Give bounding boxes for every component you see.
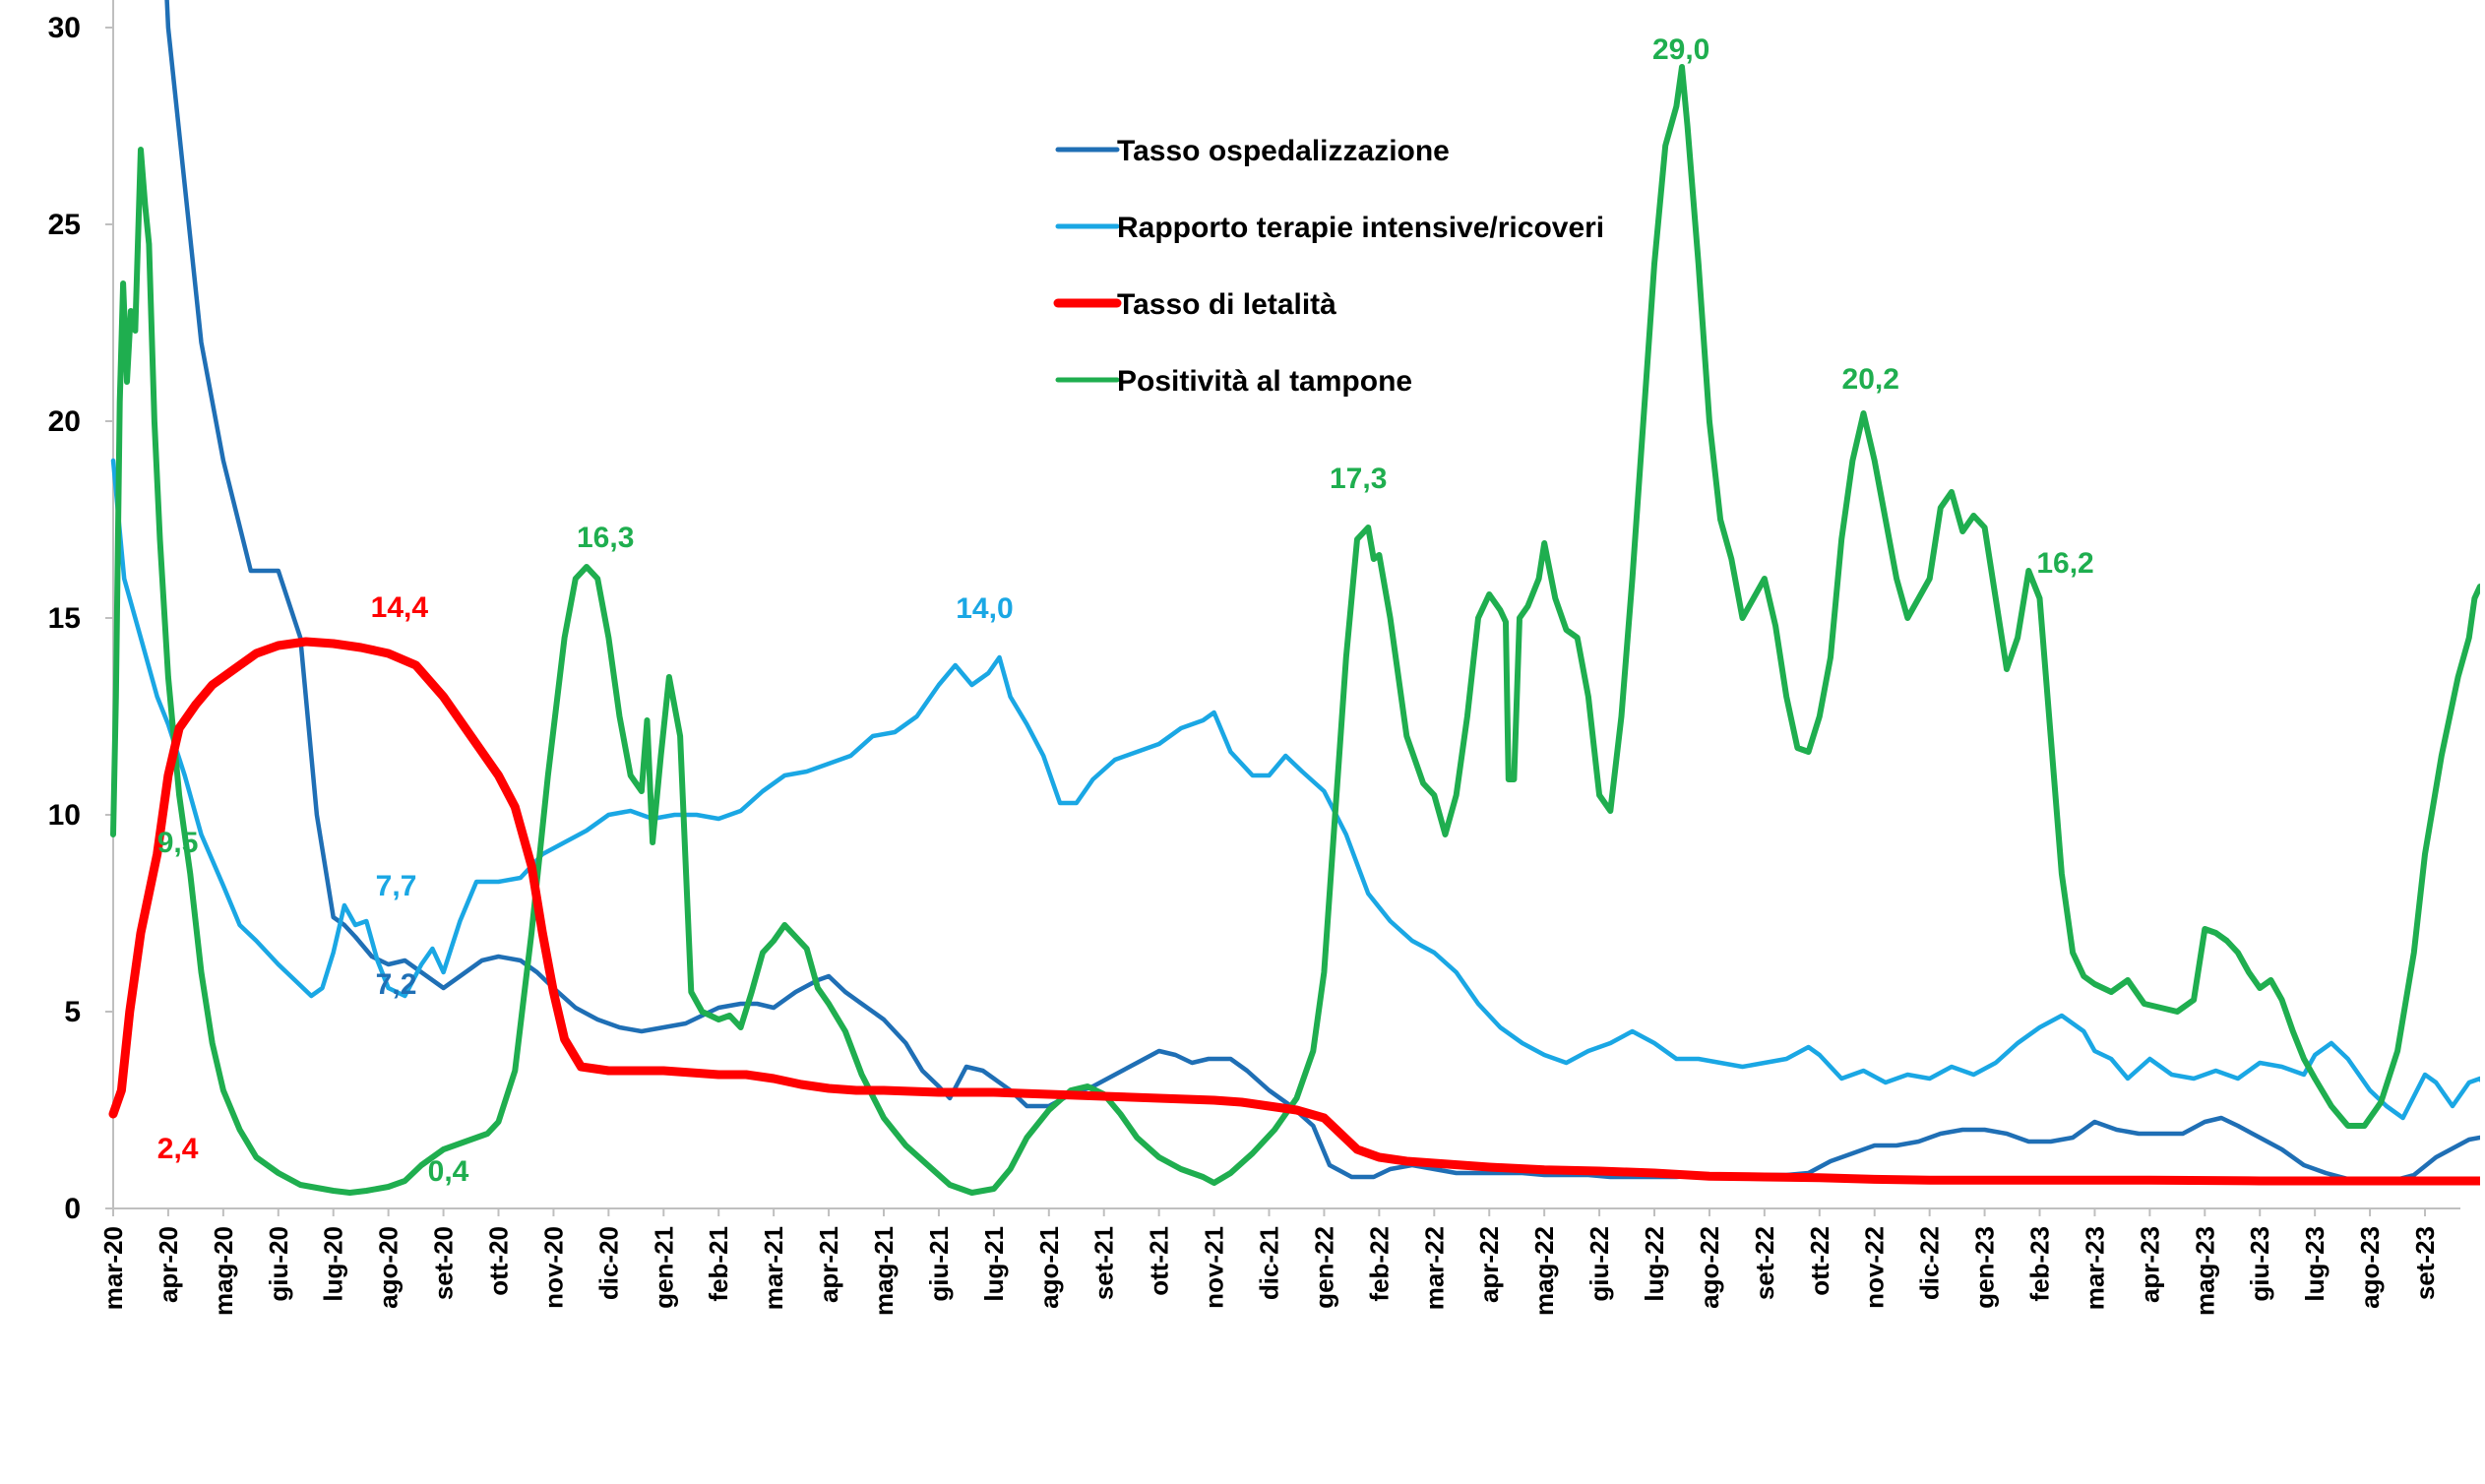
y-tick-label: 20 xyxy=(48,405,81,438)
data-label: 2,4 xyxy=(157,1133,199,1165)
series-line-3 xyxy=(108,637,2480,1186)
x-tick-label: mar-21 xyxy=(759,1226,788,1310)
x-tick-label: lug-20 xyxy=(319,1226,348,1302)
x-tick-label: dic-22 xyxy=(1915,1226,1945,1300)
data-label: 7,2 xyxy=(376,968,417,1001)
data-label: 7,7 xyxy=(376,870,417,902)
x-tick-label: giu-23 xyxy=(2245,1226,2274,1302)
series-line-1 xyxy=(164,0,2480,1184)
data-label: 16,3 xyxy=(577,522,634,554)
y-tick-label: 30 xyxy=(48,12,81,44)
x-tick-label: ago-22 xyxy=(1695,1226,1724,1309)
x-tick-label: ott-20 xyxy=(484,1226,514,1296)
y-tick-label: 5 xyxy=(64,996,81,1028)
x-tick-label: apr-23 xyxy=(2135,1226,2164,1303)
x-tick-label: set-21 xyxy=(1089,1226,1119,1300)
data-label: 14,4 xyxy=(371,591,429,624)
y-tick-label: 15 xyxy=(48,602,81,635)
x-tick-label: mar-23 xyxy=(2080,1226,2109,1310)
y-tick-label: 10 xyxy=(48,799,81,832)
data-label: 16,2 xyxy=(2036,547,2093,580)
x-tick-label: nov-20 xyxy=(538,1226,568,1309)
x-tick-label: giu-21 xyxy=(924,1226,954,1302)
x-tick-label: ago-21 xyxy=(1034,1226,1064,1309)
x-tick-label: mar-20 xyxy=(98,1226,128,1310)
legend-label: Tasso ospedalizzazione xyxy=(1117,135,1450,167)
data-label: 0,4 xyxy=(428,1155,469,1188)
x-tick-label: lug-22 xyxy=(1640,1226,1669,1302)
x-tick-label: giu-22 xyxy=(1584,1226,1614,1302)
legend-label: Tasso di letalità xyxy=(1117,288,1336,321)
x-tick-label: lug-23 xyxy=(2300,1226,2330,1302)
x-tick-label: feb-23 xyxy=(2025,1226,2055,1302)
x-tick-label: set-23 xyxy=(2410,1226,2440,1300)
data-label: 29,0 xyxy=(1652,33,1709,66)
x-tick-label: dic-21 xyxy=(1255,1226,1284,1300)
x-tick-label: set-20 xyxy=(429,1226,459,1300)
x-tick-label: gen-23 xyxy=(1970,1226,2000,1309)
x-tick-label: mag-21 xyxy=(869,1226,899,1316)
series-line-4 xyxy=(110,64,2480,1196)
x-tick-label: giu-20 xyxy=(264,1226,293,1302)
x-tick-label: gen-21 xyxy=(649,1226,678,1309)
x-tick-label: ott-21 xyxy=(1145,1226,1174,1296)
x-tick-label: apr-21 xyxy=(814,1226,843,1303)
x-tick-label: set-22 xyxy=(1750,1226,1779,1300)
y-tick-label: 25 xyxy=(48,209,81,241)
x-tick-label: apr-22 xyxy=(1474,1226,1504,1303)
data-label: 9,5 xyxy=(157,827,199,859)
x-tick-label: mag-20 xyxy=(209,1226,238,1316)
x-tick-label: mag-22 xyxy=(1529,1226,1559,1316)
x-tick-label: mag-23 xyxy=(2190,1226,2219,1316)
x-tick-label: nov-21 xyxy=(1200,1226,1229,1309)
x-tick-label: dic-20 xyxy=(593,1226,623,1300)
x-tick-label: feb-22 xyxy=(1364,1226,1394,1302)
x-tick-label: feb-21 xyxy=(704,1226,733,1302)
data-label: 14,0 xyxy=(956,592,1013,625)
data-label: 20,2 xyxy=(1842,363,1899,396)
x-tick-label: ott-22 xyxy=(1805,1226,1834,1296)
series-line-2 xyxy=(110,458,2480,1121)
data-label: 17,3 xyxy=(1330,463,1387,495)
x-tick-label: ago-20 xyxy=(374,1226,404,1309)
legend-label: Positività al tampone xyxy=(1117,365,1412,398)
x-tick-label: nov-22 xyxy=(1860,1226,1890,1309)
x-tick-label: ago-23 xyxy=(2355,1226,2385,1309)
x-tick-label: apr-20 xyxy=(154,1226,183,1303)
x-tick-label: mar-22 xyxy=(1419,1226,1449,1310)
legend-label: Rapporto terapie intensive/ricoveri xyxy=(1117,212,1604,244)
y-tick-label: 0 xyxy=(64,1193,81,1225)
x-tick-label: lug-21 xyxy=(979,1226,1009,1302)
x-tick-label: gen-22 xyxy=(1309,1226,1338,1309)
